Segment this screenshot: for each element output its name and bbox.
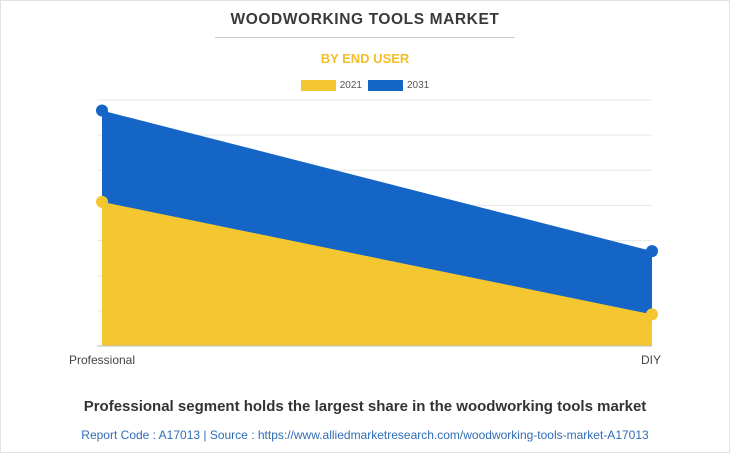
legend-label-2021: 2021	[339, 80, 362, 91]
data-point-2021-professional	[96, 195, 108, 208]
legend-item-2031: 2031	[368, 80, 429, 91]
area-series	[102, 110, 652, 347]
legend-label-2031: 2031	[407, 80, 430, 91]
data-point-2031-diy	[646, 245, 658, 258]
report-source: Report Code : A17013 | Source : https://…	[81, 428, 649, 442]
tick-labels: Professional DIY	[69, 353, 661, 367]
legend-swatch-2021	[300, 80, 336, 91]
chart-subtitle: BY END USER	[320, 51, 410, 66]
chart-legend: 2021 2031	[0, 80, 730, 91]
x-tick-label-professional: Professional	[69, 353, 135, 367]
chart-caption: Professional segment holds the largest s…	[83, 398, 647, 415]
legend-item-2021: 2021	[300, 80, 362, 91]
data-points	[96, 104, 658, 321]
title-underline	[215, 37, 515, 38]
chart-title: WOODWORKING TOOLS MARKET	[230, 11, 500, 28]
data-point-2021-diy	[646, 308, 658, 321]
legend-swatch-2031	[368, 80, 403, 91]
area-series-2021	[102, 201, 652, 346]
x-tick-label-diy: DIY	[641, 353, 661, 367]
data-point-2031-professional	[96, 104, 108, 117]
